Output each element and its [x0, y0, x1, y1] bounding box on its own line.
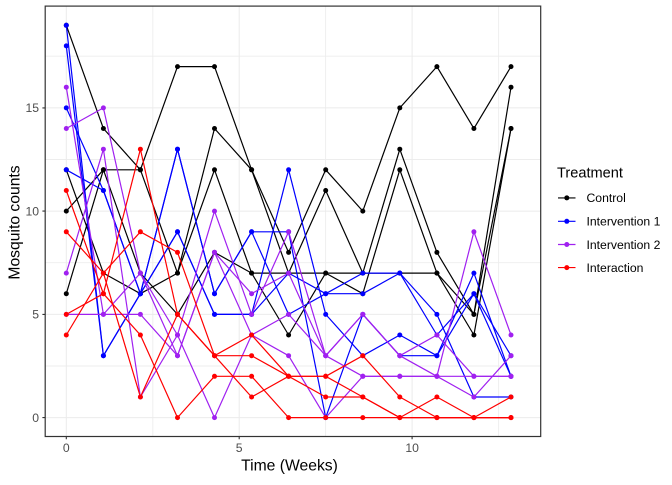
svg-text:0: 0 [32, 411, 39, 425]
svg-text:Intervention 1: Intervention 1 [587, 215, 661, 229]
svg-text:10: 10 [25, 204, 39, 218]
svg-text:Interaction: Interaction [587, 261, 644, 275]
svg-text:0: 0 [63, 441, 70, 455]
svg-text:Intervention 2: Intervention 2 [587, 238, 661, 252]
svg-text:5: 5 [236, 441, 243, 455]
svg-text:Mosquito counts: Mosquito counts [7, 165, 24, 279]
svg-text:Control: Control [587, 191, 626, 205]
svg-text:10: 10 [405, 441, 419, 455]
svg-text:5: 5 [32, 308, 39, 322]
svg-text:Treatment: Treatment [557, 166, 623, 182]
svg-text:Time (Weeks): Time (Weeks) [241, 458, 338, 475]
svg-text:15: 15 [25, 101, 39, 115]
